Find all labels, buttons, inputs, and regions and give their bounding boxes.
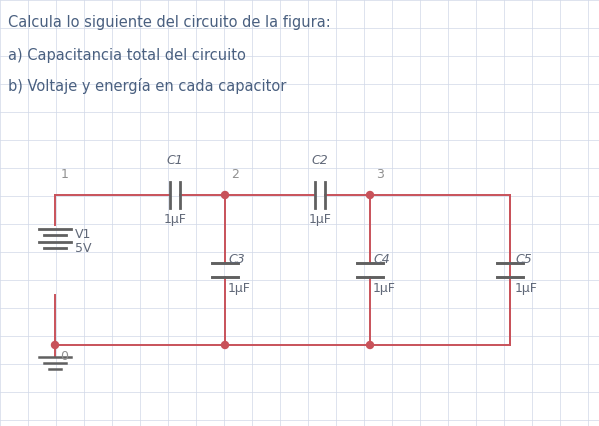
Circle shape [367,192,374,199]
Circle shape [222,192,228,199]
Text: 1μF: 1μF [228,282,251,295]
Text: 0: 0 [60,350,68,363]
Text: Calcula lo siguiente del circuito de la figura:: Calcula lo siguiente del circuito de la … [8,15,331,30]
Text: 3: 3 [376,168,384,181]
Text: a) Capacitancia total del circuito: a) Capacitancia total del circuito [8,48,246,63]
Circle shape [222,342,228,348]
Text: C3: C3 [228,253,245,266]
Text: C2: C2 [311,154,328,167]
Text: 1μF: 1μF [373,282,396,295]
Text: C5: C5 [515,253,532,266]
Text: C1: C1 [167,154,183,167]
Circle shape [52,342,59,348]
Circle shape [367,342,374,348]
Text: 2: 2 [231,168,239,181]
Text: V1: V1 [75,228,92,242]
Text: 1μF: 1μF [515,282,538,295]
Text: 1μF: 1μF [308,213,331,226]
Text: b) Voltaje y energía en cada capacitor: b) Voltaje y energía en cada capacitor [8,78,286,94]
Text: 5V: 5V [75,242,92,254]
Text: C4: C4 [373,253,390,266]
Text: 1: 1 [61,168,69,181]
Text: 1μF: 1μF [164,213,186,226]
